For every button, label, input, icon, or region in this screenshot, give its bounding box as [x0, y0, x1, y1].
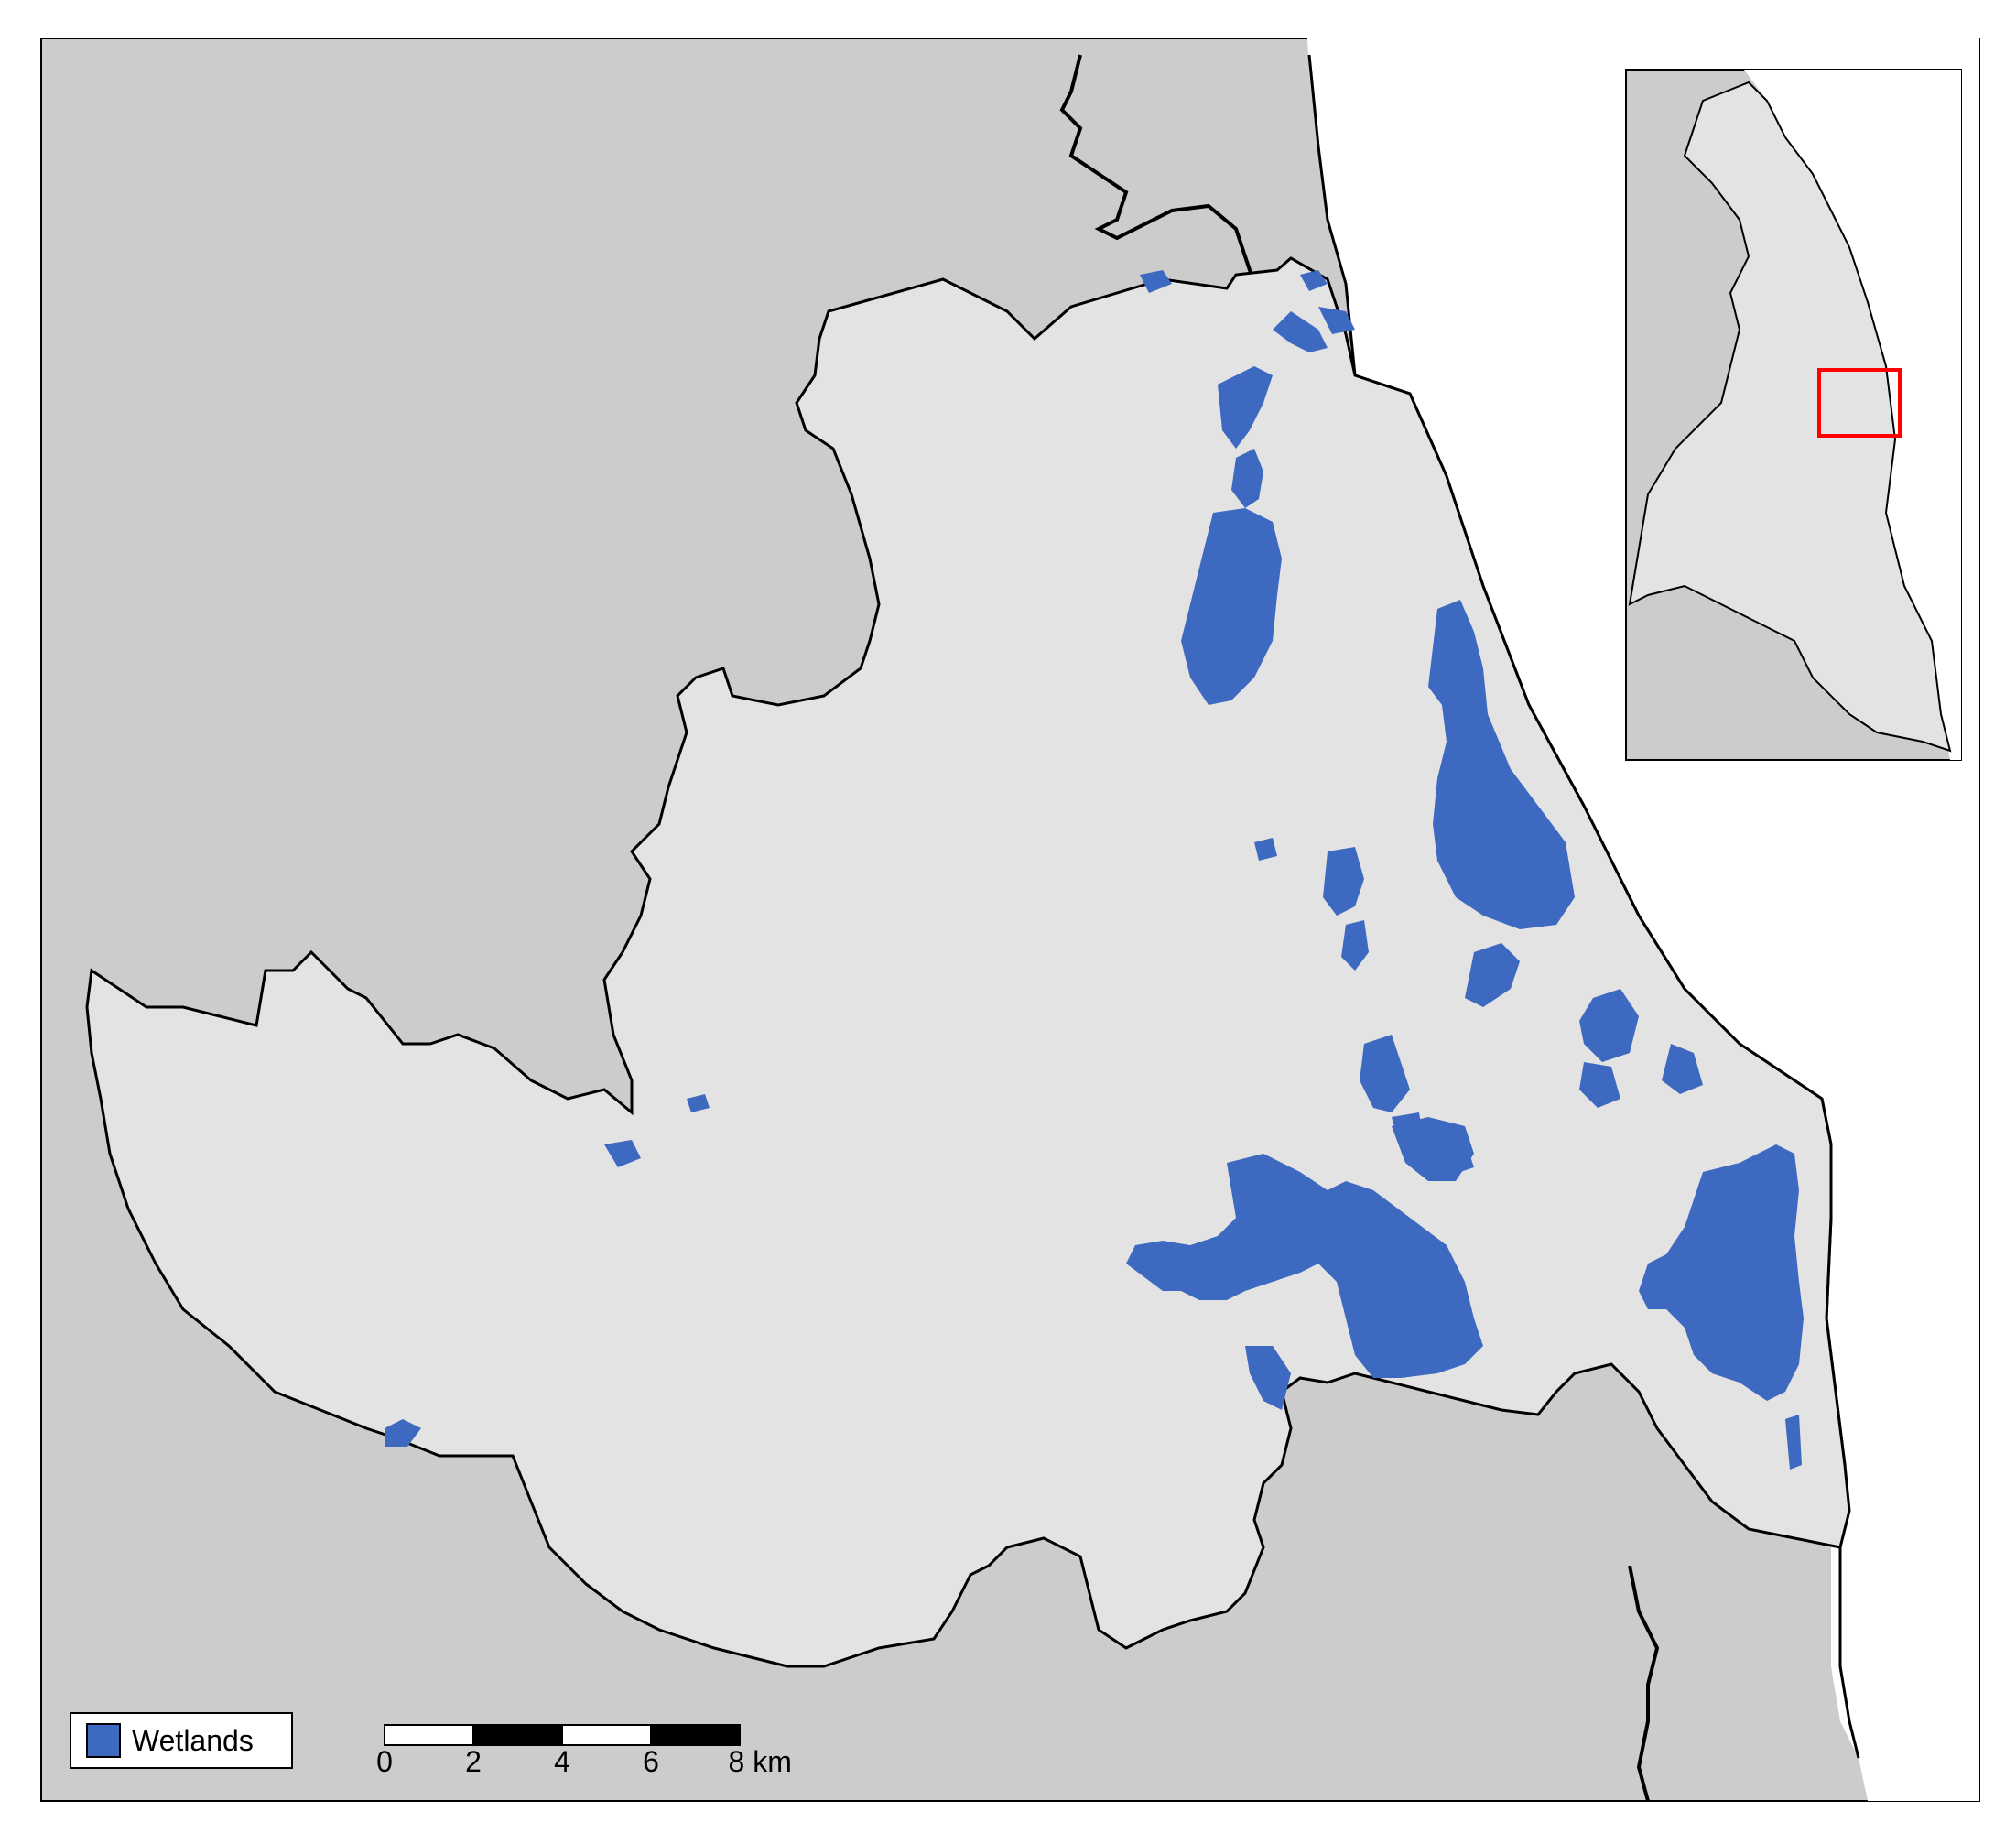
- inset-ocean: [1744, 70, 1961, 760]
- wetland-patch: [1181, 508, 1282, 705]
- wetland-patch: [1273, 311, 1328, 352]
- wetland-patch: [1579, 1062, 1620, 1108]
- scale-tick-label: 6: [643, 1745, 659, 1778]
- scale-tick-label: 2: [465, 1745, 482, 1778]
- wetland-patch: [1662, 1044, 1703, 1094]
- inset-locator-map: [1625, 69, 1962, 761]
- wetland-patch: [1254, 838, 1277, 861]
- scale-bar: [384, 1724, 741, 1746]
- wetland-patch: [1428, 600, 1575, 929]
- legend-label: Wetlands: [132, 1723, 254, 1757]
- wetland-patch: [1218, 366, 1273, 449]
- wetland-patch: [1465, 943, 1520, 1007]
- wetland-patch: [1341, 920, 1369, 971]
- inset-study-area-highlight: [1817, 368, 1902, 438]
- scale-bar-segment: [650, 1724, 741, 1746]
- wetland-patch: [1392, 1112, 1424, 1149]
- wetland-patch: [1323, 847, 1364, 916]
- scale-bar-segment: [472, 1724, 563, 1746]
- scale-tick-label: 4: [554, 1745, 570, 1778]
- scale-tick-label: 0: [376, 1745, 393, 1778]
- wetland-swatch-icon: [86, 1723, 121, 1758]
- inset-region: [1628, 81, 1952, 753]
- wetland-patch: [1639, 1144, 1804, 1401]
- southern-river: [1628, 1565, 1660, 1802]
- wetland-patch: [1360, 1035, 1410, 1112]
- wetland-patch: [1140, 270, 1172, 293]
- wetland-patch: [385, 1419, 421, 1447]
- wetland-patch: [604, 1140, 641, 1167]
- wetland-patch: [1785, 1415, 1802, 1470]
- wetland-patch: [1126, 1154, 1483, 1378]
- wetland-patch: [1428, 1140, 1474, 1177]
- wetland-patch: [1231, 449, 1263, 508]
- wetland-patch: [1245, 1346, 1291, 1410]
- scale-tick-label: 8 km: [728, 1745, 792, 1778]
- scale-bar-segment: [384, 1724, 474, 1746]
- legend: Wetlands: [70, 1712, 293, 1769]
- wetlands-layer: [385, 270, 1804, 1470]
- northern-river: [1059, 54, 1256, 285]
- wetland-patch: [1318, 307, 1355, 334]
- wetland-patch: [687, 1094, 710, 1112]
- wetland-patch: [1300, 270, 1328, 291]
- wetland-patch: [1579, 989, 1639, 1062]
- scale-bar-segment: [561, 1724, 652, 1746]
